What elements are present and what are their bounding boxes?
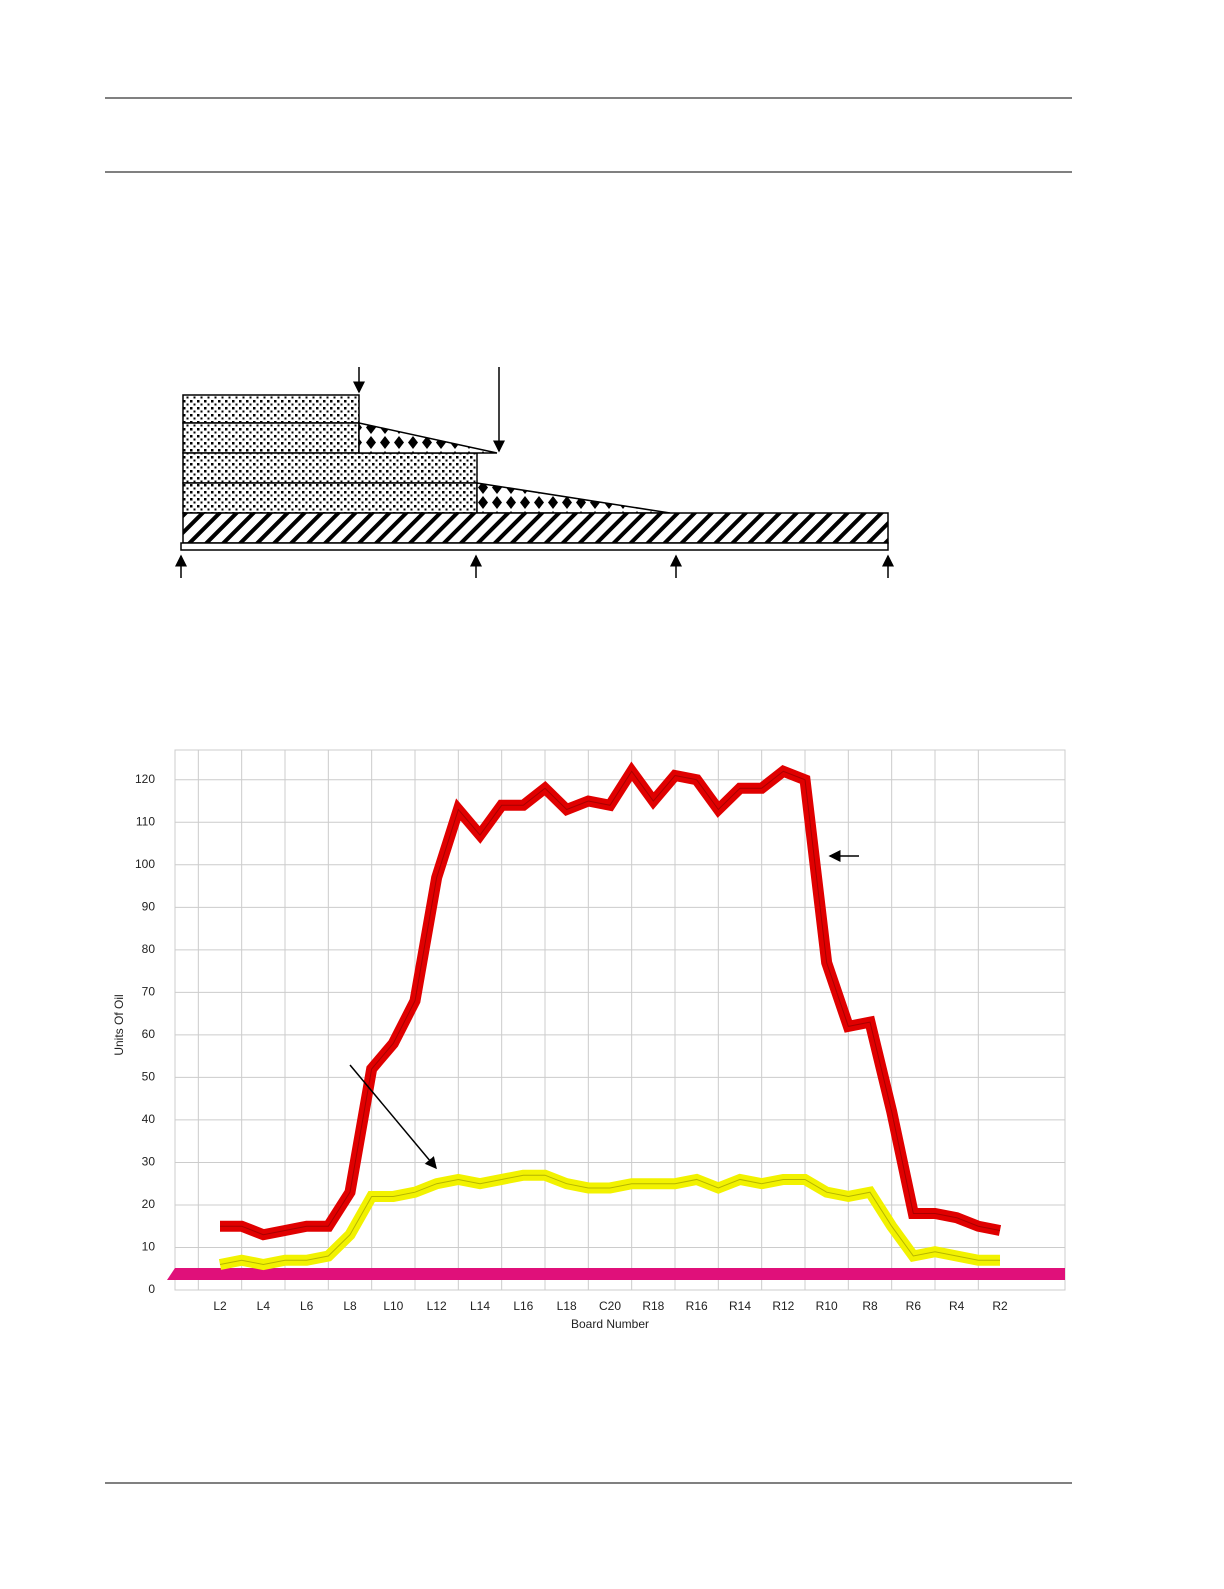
y-tick-label: 40 [142,1112,156,1126]
series-line [220,761,1002,1241]
series-edge [219,1174,1000,1265]
x-tick-label: R8 [862,1299,878,1313]
y-tick-label: 120 [135,772,155,786]
y-tick-label: 100 [135,857,155,871]
x-tick-label: R12 [772,1299,794,1313]
x-tick-label: L4 [257,1299,271,1313]
chart: Board Number Units Of Oil 0 10 20 30 40 50 60 7… [112,749,1066,1331]
x-tick-label: L10 [383,1299,403,1313]
series-edge [220,770,1001,1236]
y-tick-label: 60 [142,1027,156,1041]
x-tick-label: R4 [949,1299,965,1313]
x-tick-label: R16 [686,1299,708,1313]
x-tick-label: L12 [427,1299,447,1313]
y-axis-label: Units Of Oil [112,994,126,1055]
x-tick-label: R2 [992,1299,1008,1313]
x-tick-label: R10 [816,1299,838,1313]
x-tick-label: L6 [300,1299,314,1313]
y-tick-label: 80 [142,942,156,956]
x-tick-label: R6 [906,1299,922,1313]
series-line [218,1169,1000,1271]
y-tick-label: 30 [142,1155,156,1169]
y-tick-label: 70 [142,985,156,999]
floor [167,1268,1065,1280]
y-tick-label: 50 [142,1070,156,1084]
y-tick-label: 0 [148,1282,155,1296]
x-tick-label: L8 [343,1299,357,1313]
x-tick-label: R18 [642,1299,664,1313]
x-tick-label: L16 [513,1299,533,1313]
y-tick-label: 10 [142,1240,156,1254]
x-tick-label: L14 [470,1299,490,1313]
layer-diagram [175,367,894,578]
x-tick-label: R14 [729,1299,751,1313]
pointer-arrow [349,1064,437,1170]
x-tick-label: L18 [557,1299,577,1313]
plot-area [174,749,1066,1291]
x-tick-label: L2 [213,1299,227,1313]
y-tick-label: 20 [142,1197,156,1211]
x-axis-label: Board Number [571,1317,649,1331]
x-tick-label: C20 [599,1299,621,1313]
y-tick-label: 90 [142,899,156,913]
y-tick-label: 110 [136,814,155,828]
